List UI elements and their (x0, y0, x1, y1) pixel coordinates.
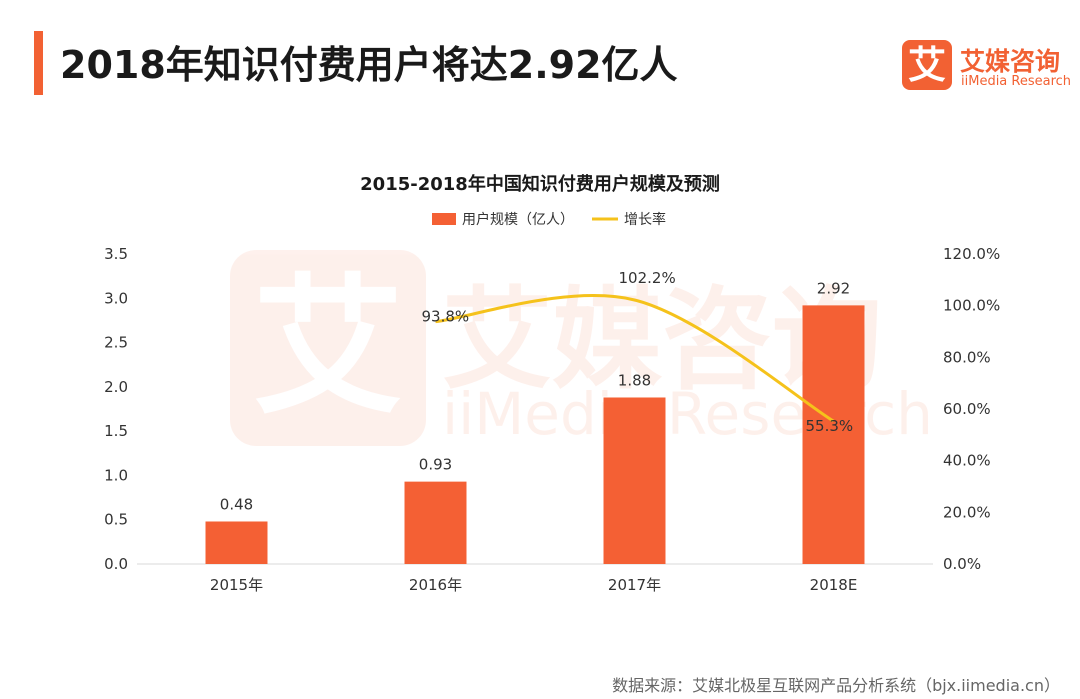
bar-data-label: 2.92 (817, 279, 850, 297)
bar (802, 305, 865, 564)
page-title: 2018年知识付费用户将达2.92亿人 (60, 43, 678, 87)
x-tick-label: 2018E (810, 576, 858, 594)
bar (205, 521, 268, 564)
x-axis: 2015年 2016年 2017年 2018E (210, 576, 857, 594)
y-left-tick-label: 0.5 (104, 511, 128, 529)
title-accent-bar (34, 31, 43, 95)
bar-data-label: 0.48 (220, 495, 253, 513)
x-tick-label: 2015年 (210, 576, 263, 594)
bar (603, 397, 666, 564)
growth-line (435, 294, 835, 423)
y-right-tick-label: 60.0% (943, 400, 991, 418)
y-left-tick-label: 1.5 (104, 422, 128, 440)
line-series: 93.8% 102.2% 55.3% (422, 269, 854, 435)
y-left-tick-label: 0.0 (104, 555, 128, 573)
bar-data-label: 0.93 (419, 456, 452, 474)
bar-data-label: 1.88 (618, 371, 651, 389)
logo-mark-icon: 艾 (902, 40, 952, 90)
y-right-tick-label: 100.0% (943, 297, 1000, 315)
logo-name-en: iiMedia Research (961, 74, 1072, 89)
y-right-tick-label: 20.0% (943, 503, 991, 521)
legend: 用户规模（亿人） 增长率 (432, 211, 666, 228)
x-tick-label: 2016年 (409, 576, 462, 594)
bar (404, 481, 467, 564)
legend-bar-label: 用户规模（亿人） (462, 211, 574, 228)
y-axis-left: 0.0 0.5 1.0 1.5 2.0 2.5 3.0 3.5 (104, 245, 128, 573)
x-tick-label: 2017年 (608, 576, 661, 594)
source-note: 数据来源：艾媒北极星互联网产品分析系统（bjx.iimedia.cn） (612, 676, 1060, 695)
y-left-tick-label: 2.5 (104, 334, 128, 352)
line-data-label: 93.8% (422, 308, 470, 326)
y-right-tick-label: 0.0% (943, 555, 981, 573)
bar-series: 0.48 0.93 1.88 2.92 (205, 279, 865, 564)
brand-logo: 艾 艾媒咨询 iiMedia Research (902, 40, 1072, 94)
y-right-tick-label: 120.0% (943, 245, 1000, 263)
y-left-tick-label: 3.5 (104, 245, 128, 263)
chart-title: 2015-2018年中国知识付费用户规模及预测 (360, 173, 720, 195)
line-data-label: 102.2% (619, 269, 676, 287)
y-left-tick-label: 1.0 (104, 466, 128, 484)
y-right-tick-label: 80.0% (943, 348, 991, 366)
y-axis-right: 0.0% 20.0% 40.0% 60.0% 80.0% 100.0% 120.0% (943, 245, 1000, 573)
legend-bar-swatch (432, 213, 456, 225)
line-data-label: 55.3% (806, 417, 854, 435)
y-left-tick-label: 2.0 (104, 378, 128, 396)
y-left-tick-label: 3.0 (104, 289, 128, 307)
y-right-tick-label: 40.0% (943, 452, 991, 470)
legend-line-label: 增长率 (624, 211, 666, 228)
logo-name-cn: 艾媒咨询 (960, 47, 1061, 76)
